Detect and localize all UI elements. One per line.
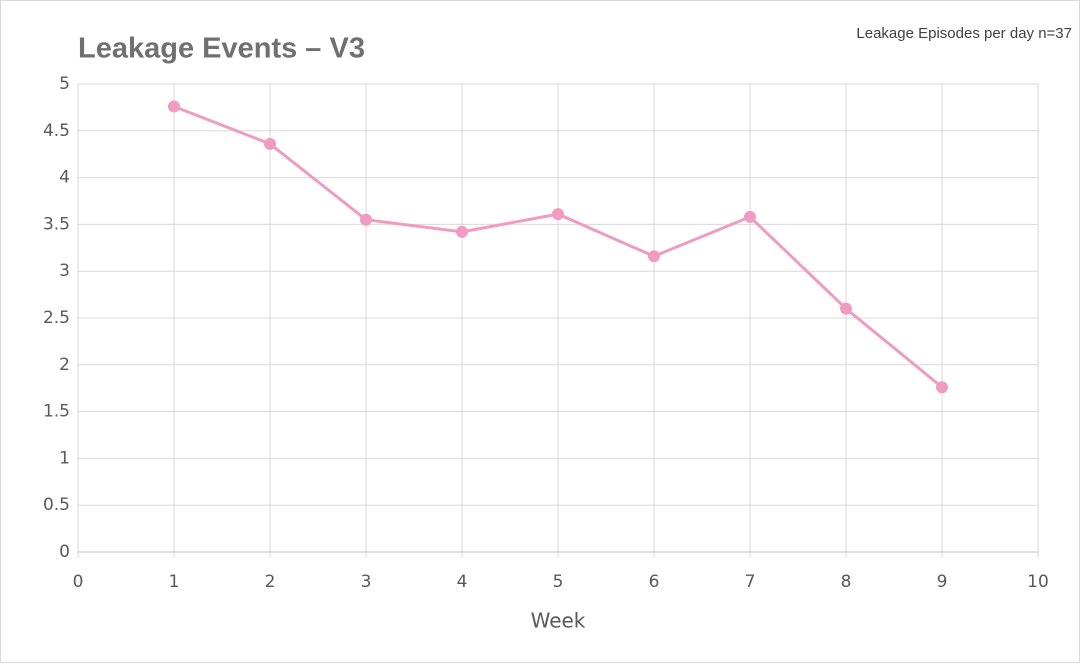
x-tick-label: 7 bbox=[745, 572, 756, 592]
y-tick-label: 4 bbox=[59, 168, 70, 188]
x-tick-label: 5 bbox=[553, 572, 564, 592]
data-point bbox=[360, 213, 372, 226]
x-tick-label: 2 bbox=[265, 572, 276, 592]
data-point bbox=[744, 210, 756, 223]
chart-title: Leakage Events – V3 bbox=[78, 33, 365, 65]
y-tick-label: 1.5 bbox=[43, 402, 70, 422]
y-tick-label: 2.5 bbox=[43, 308, 70, 328]
x-tick-label: 9 bbox=[937, 572, 948, 592]
x-tick-label: 3 bbox=[361, 572, 372, 592]
data-point bbox=[552, 208, 564, 221]
x-tick-label: 0 bbox=[73, 572, 84, 592]
y-tick-label: 5 bbox=[59, 74, 70, 94]
x-tick-label: 8 bbox=[841, 572, 852, 592]
y-tick-label: 0 bbox=[59, 542, 70, 562]
x-axis-label: Week bbox=[531, 609, 586, 633]
data-point bbox=[456, 225, 468, 238]
x-tick-label: 1 bbox=[169, 572, 180, 592]
x-tick-label: 10 bbox=[1027, 572, 1049, 592]
y-tick-label: 3.5 bbox=[43, 214, 70, 234]
data-point bbox=[936, 381, 948, 394]
annotation: Leakage Episodes per day n=37 bbox=[856, 25, 1072, 42]
y-tick-label: 2 bbox=[59, 355, 70, 375]
y-tick-label: 0.5 bbox=[43, 495, 70, 515]
y-tick-label: 3 bbox=[59, 261, 70, 281]
x-tick-label: 6 bbox=[649, 572, 660, 592]
y-tick-label: 4.5 bbox=[43, 121, 70, 141]
data-point bbox=[168, 100, 180, 113]
data-point bbox=[840, 302, 852, 315]
x-tick-label: 4 bbox=[457, 572, 468, 592]
y-tick-label: 1 bbox=[59, 448, 70, 468]
data-point bbox=[648, 250, 660, 263]
data-point bbox=[264, 137, 276, 150]
